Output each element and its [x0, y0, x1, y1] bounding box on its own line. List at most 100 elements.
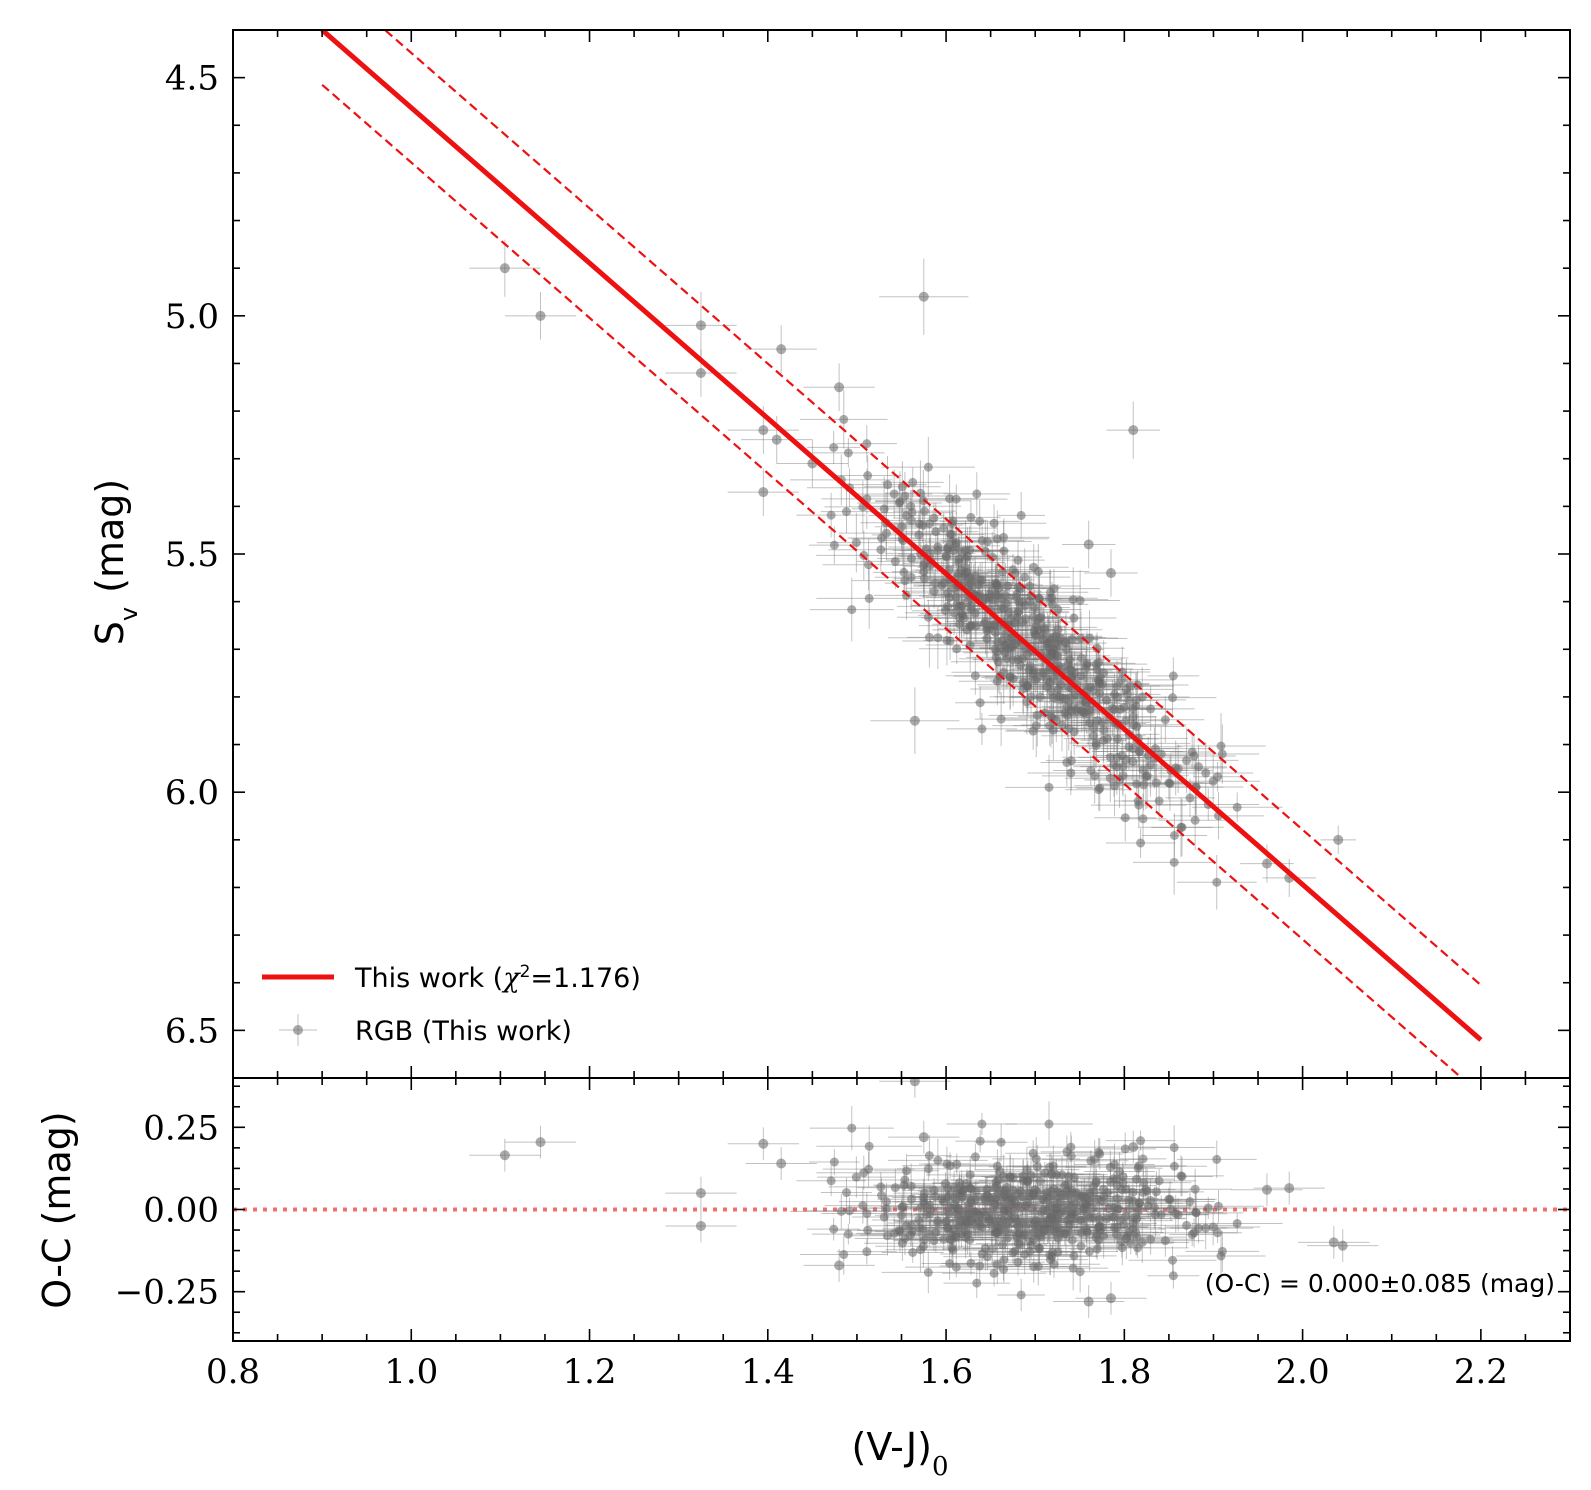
data-point — [1076, 642, 1122, 683]
data-point — [890, 512, 997, 544]
data-point — [981, 644, 1039, 711]
residual-point — [665, 1209, 737, 1243]
data-point — [970, 665, 1076, 713]
y-tick-label: 6.5 — [165, 1011, 219, 1051]
data-point — [986, 553, 1040, 586]
residual-point — [980, 1190, 1028, 1232]
residual-point — [881, 1242, 944, 1263]
residual-point — [790, 1193, 893, 1229]
residual-point — [1031, 1244, 1117, 1268]
residual-point — [948, 1203, 1023, 1228]
residual-point — [1158, 1207, 1254, 1250]
residual-point — [745, 1147, 817, 1180]
data-point — [893, 502, 975, 534]
residual-point — [1105, 1130, 1176, 1151]
residual-point — [932, 1169, 1002, 1198]
data-point — [893, 502, 979, 561]
data-point — [1069, 657, 1175, 703]
residual-point — [968, 1237, 1040, 1283]
data-point — [1076, 696, 1131, 764]
data-point — [870, 687, 960, 755]
residual-point — [806, 1197, 893, 1225]
residual-point — [1298, 1225, 1370, 1259]
residual-point — [1134, 1202, 1239, 1249]
residual-point — [896, 1156, 960, 1181]
residual-point — [981, 1153, 1039, 1200]
data-point — [895, 555, 992, 611]
residual-point — [945, 1244, 1049, 1285]
residual-point — [1109, 1205, 1157, 1242]
residual-point — [828, 1171, 934, 1202]
data-point — [1021, 628, 1084, 677]
data-point — [1151, 798, 1213, 856]
data-point — [1084, 549, 1138, 597]
data-point — [941, 500, 1001, 535]
data-point — [1105, 828, 1176, 858]
y-tick-label: 6.0 — [165, 773, 219, 813]
residual-point — [1099, 1163, 1174, 1196]
y-tick-label: 4.5 — [165, 59, 219, 99]
data-point — [1106, 401, 1160, 459]
data-point — [962, 630, 1048, 661]
data-point — [1005, 754, 1093, 821]
data-point — [957, 577, 1045, 640]
data-point — [972, 563, 1019, 604]
data-point — [1075, 723, 1160, 755]
residual-point — [1075, 1281, 1147, 1315]
residual-point — [1128, 1246, 1217, 1275]
data-point — [665, 349, 737, 397]
data-point — [1170, 744, 1228, 789]
data-point — [745, 325, 817, 373]
residual-point — [933, 1223, 1006, 1257]
residual-point — [1062, 1159, 1159, 1204]
residual-point — [992, 1137, 1081, 1181]
residual-point — [1068, 1212, 1161, 1243]
residual-point — [1000, 1218, 1089, 1242]
data-point — [955, 686, 1006, 720]
data-point — [665, 292, 737, 359]
y-tick-label: 5.5 — [165, 535, 219, 575]
x-tick-label: 2.0 — [1276, 1352, 1330, 1392]
residual-point — [1103, 1192, 1208, 1238]
y-tick-label: 0.25 — [143, 1108, 219, 1148]
residual-point — [833, 1216, 902, 1245]
data-point — [812, 438, 885, 468]
data-point — [1027, 750, 1115, 796]
data-point — [906, 512, 1007, 573]
residual-point — [1157, 1196, 1260, 1220]
data-point — [1035, 670, 1090, 726]
residual-point — [1173, 1189, 1264, 1223]
residual-point — [1158, 1168, 1232, 1210]
x-tick-label: 1.6 — [919, 1352, 973, 1392]
data-point — [1099, 760, 1174, 808]
data-point — [1141, 813, 1207, 858]
data-point — [1065, 754, 1156, 803]
data-point — [833, 455, 902, 496]
residual-point — [989, 1223, 1070, 1258]
residual-point — [893, 1230, 975, 1252]
residual-point — [1176, 1233, 1266, 1279]
residual-point — [851, 1194, 917, 1240]
data-point — [921, 474, 978, 524]
residual-point — [906, 1216, 1007, 1259]
residual-point — [469, 1138, 541, 1172]
data-point — [995, 577, 1043, 628]
data-point — [881, 436, 975, 498]
data-point — [1061, 520, 1116, 569]
y-tick-label: 0.00 — [143, 1191, 219, 1231]
data-point — [854, 471, 956, 521]
data-point — [929, 561, 1035, 599]
residual-point — [877, 1182, 946, 1217]
residual-point — [945, 1143, 1005, 1170]
data-point — [820, 490, 873, 533]
residual-point — [873, 1165, 935, 1205]
residual-point — [946, 1112, 1018, 1136]
residual-point — [803, 1248, 875, 1282]
residual-point — [957, 1257, 1050, 1281]
residual-point — [1126, 1224, 1205, 1257]
data-point — [856, 533, 934, 589]
x-tick-label: 1.0 — [384, 1352, 438, 1392]
residual-annotation: (O-C) = 0.000±0.085 (mag) — [1205, 1269, 1555, 1298]
residual-point — [1040, 1250, 1121, 1293]
data-point — [469, 239, 541, 297]
